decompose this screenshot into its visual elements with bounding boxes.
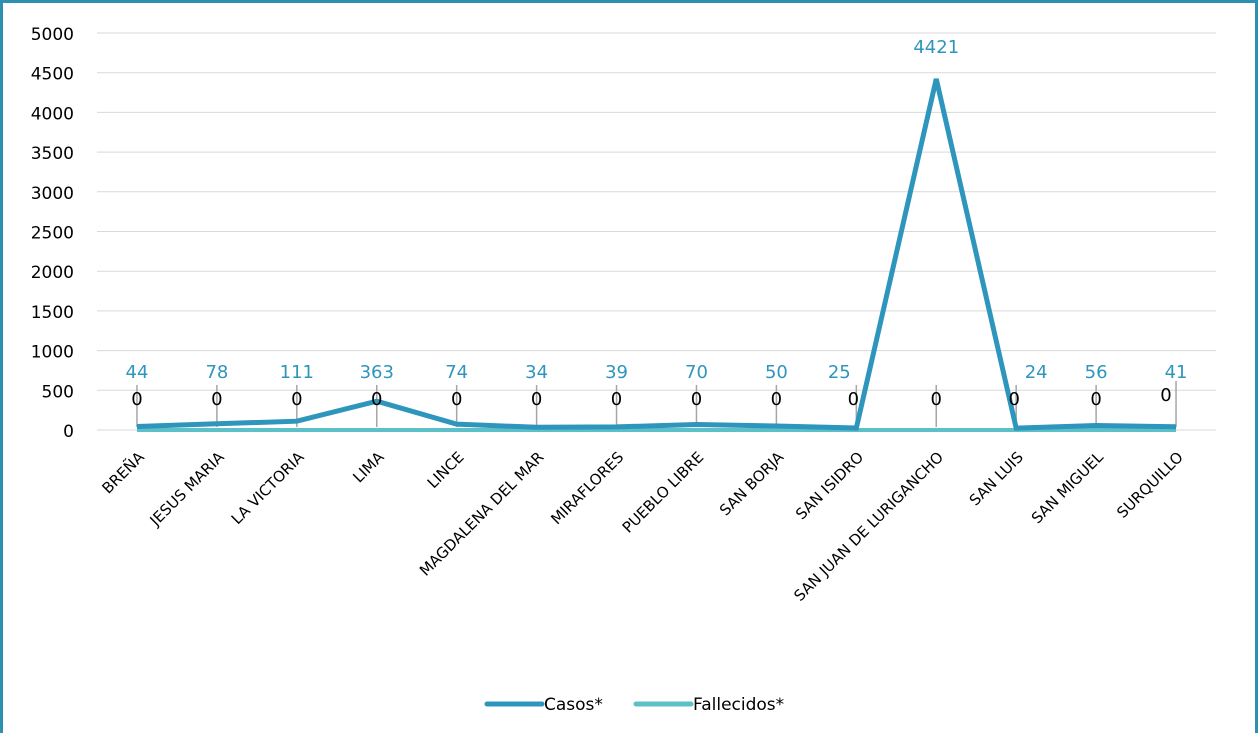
y-tick-label: 2000	[31, 263, 74, 283]
data-label-casos: 78	[205, 362, 228, 383]
data-label-fallecidos: 0	[771, 389, 782, 410]
legend: Casos* Fallecidos*	[484, 695, 784, 715]
x-tick-label: SAN JUAN DE LURIGANCHO	[790, 448, 947, 605]
data-label-fallecidos: 0	[848, 389, 859, 410]
data-label-fallecidos: 0	[531, 389, 542, 410]
x-tick-label: LIMA	[349, 448, 388, 487]
data-label-casos: 74	[445, 362, 468, 383]
data-label-fallecidos: 0	[211, 389, 222, 410]
series-line	[136, 78, 1177, 431]
x-tick-label: BREÑA	[98, 447, 148, 497]
data-label-casos: 50	[765, 362, 788, 383]
x-tick-label: PUEBLO LIBRE	[619, 448, 708, 537]
data-label-fallecidos: 0	[1160, 385, 1171, 406]
x-tick-label: JESUS MARIA	[146, 448, 229, 531]
x-tick-label: SAN LUIS	[966, 448, 1027, 509]
y-tick-label: 3500	[31, 144, 74, 164]
x-tick-label: MIRAFLORES	[547, 448, 627, 528]
data-label-fallecidos: 0	[131, 389, 142, 410]
y-tick-label: 3000	[31, 184, 74, 204]
data-label-casos: 111	[280, 362, 314, 383]
data-label-casos: 4421	[913, 37, 959, 58]
x-tick-label: LA VICTORIA	[228, 448, 308, 528]
y-tick-label: 0	[63, 422, 74, 442]
data-label-fallecidos: 0	[1090, 389, 1101, 410]
data-label-casos: 70	[685, 362, 708, 383]
data-label-casos: 24	[1025, 362, 1048, 383]
legend-label: Casos*	[544, 695, 603, 715]
x-tick-label: SAN ISIDRO	[792, 448, 867, 523]
y-axis: 0 500 1000 1500 2000 2500 3000 3500 4000 4500 5000	[31, 25, 74, 442]
legend-label: Fallecidos*	[693, 695, 784, 715]
data-label-fallecidos: 0	[371, 389, 382, 410]
label-leader-lines	[136, 381, 1177, 427]
x-tick-label: SAN BORJA	[716, 448, 788, 520]
data-label-fallecidos: 0	[451, 389, 462, 410]
data-label-casos: 41	[1165, 362, 1188, 383]
data-label-fallecidos: 0	[1008, 389, 1019, 410]
y-tick-label: 2500	[31, 224, 74, 244]
data-label-fallecidos: 0	[691, 389, 702, 410]
x-tick-label: SURQUILLO	[1113, 448, 1187, 522]
y-tick-label: 1500	[31, 303, 74, 323]
data-label-fallecidos: 0	[291, 389, 302, 410]
data-label-casos: 34	[525, 362, 548, 383]
y-tick-label: 5000	[31, 25, 74, 45]
data-label-fallecidos: 0	[611, 389, 622, 410]
series-lines	[136, 78, 1177, 432]
data-label-casos: 363	[360, 362, 394, 383]
data-label-casos: 56	[1085, 362, 1108, 383]
data-label-casos: 44	[126, 362, 149, 383]
x-tick-label: SAN MIGUEL	[1028, 448, 1108, 528]
data-label-fallecidos: 0	[931, 389, 942, 410]
data-label-casos: 25	[828, 362, 851, 383]
y-tick-label: 4500	[31, 65, 74, 85]
y-tick-label: 500	[42, 382, 74, 402]
grid-lines	[97, 32, 1216, 431]
y-tick-label: 4000	[31, 104, 74, 124]
chart-frame-right-border	[1255, 0, 1258, 733]
x-tick-label: LINCE	[424, 448, 468, 492]
data-label-casos: 39	[605, 362, 628, 383]
y-tick-label: 1000	[31, 343, 74, 363]
